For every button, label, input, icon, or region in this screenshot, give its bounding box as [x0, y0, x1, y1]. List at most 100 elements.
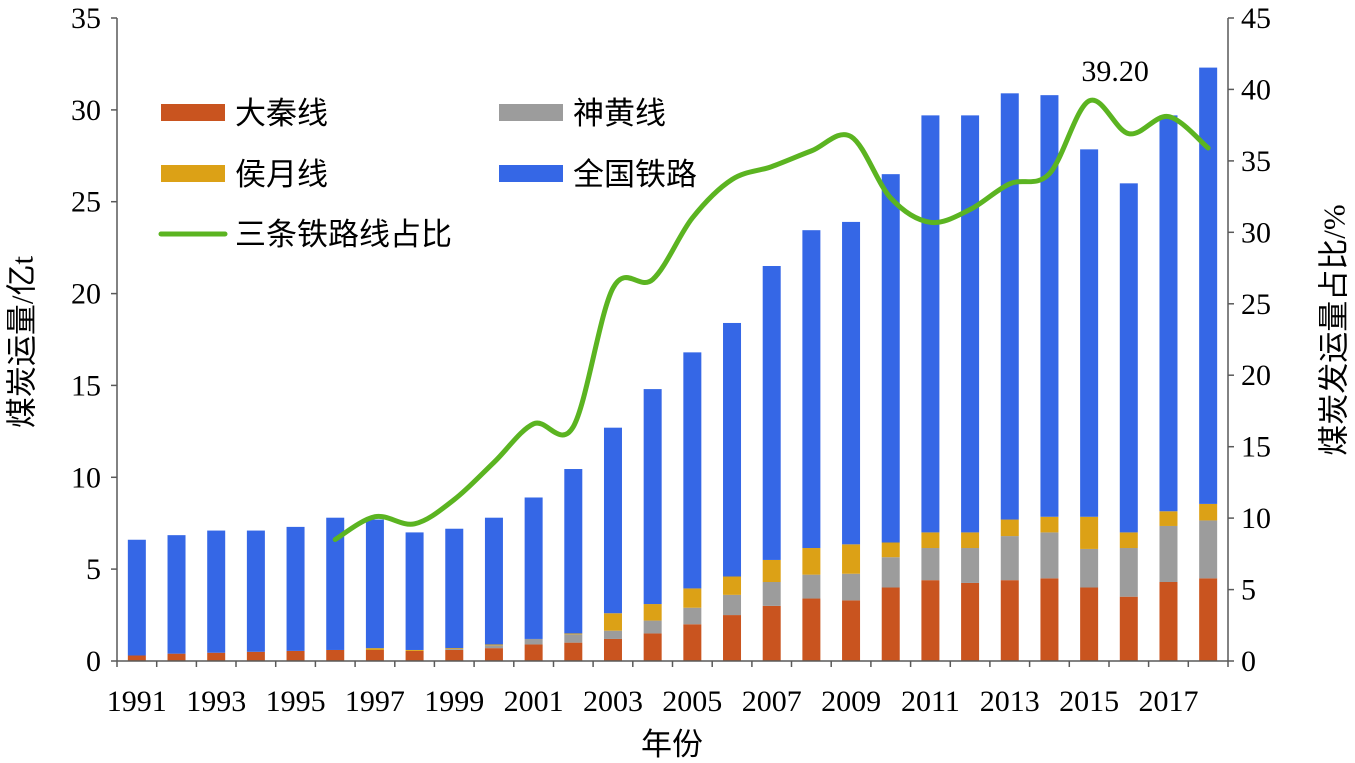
legend-item-shenhuang: 神黄线 — [499, 96, 666, 131]
bar-shenhuang-2007 — [762, 582, 781, 606]
point-three-lines-share-2008 — [809, 148, 814, 153]
point-three-lines-share-2009 — [849, 134, 854, 139]
x-tick-label-2009: 2009 — [821, 685, 881, 718]
bar-houyue-1998 — [405, 649, 424, 651]
y-axis-title-left: 煤炭运量/亿t — [5, 256, 40, 429]
bar-daqin-2015 — [1080, 587, 1099, 661]
point-three-lines-share-2017 — [1166, 114, 1171, 119]
bar-shenhuang-2006 — [723, 594, 742, 616]
x-tick-label-2007: 2007 — [742, 685, 802, 718]
legend-label-daqin: 大秦线 — [235, 96, 328, 131]
y-right-tick-label-30: 30 — [1241, 216, 1271, 249]
bar-national-rail-2005 — [683, 352, 702, 589]
point-three-lines-share-2006 — [730, 177, 734, 182]
bar-daqin-1991 — [127, 655, 146, 661]
bar-houyue-2007 — [762, 559, 781, 583]
bar-shenhuang-2003 — [603, 630, 622, 639]
bar-shenhuang-2004 — [643, 620, 662, 634]
bar-daqin-2007 — [762, 605, 781, 661]
bar-shenhuang-2009 — [842, 573, 861, 601]
y-left-tick-label-5: 5 — [86, 553, 101, 586]
point-three-lines-share-2002 — [571, 424, 576, 429]
legend-item-daqin: 大秦线 — [161, 96, 328, 131]
bar-national-rail-2000 — [484, 517, 503, 645]
bar-national-rail-2007 — [762, 266, 781, 560]
bar-national-rail-2018 — [1199, 67, 1218, 504]
bar-national-rail-2016 — [1119, 183, 1138, 533]
bar-daqin-2003 — [603, 638, 622, 661]
y-axis-title-right: 煤炭发运量占比/% — [1317, 204, 1352, 455]
point-three-lines-share-2018 — [1206, 146, 1211, 150]
bar-national-rail-2001 — [524, 497, 543, 639]
point-three-lines-share-2005 — [690, 216, 695, 220]
share-line-layer — [332, 97, 1211, 542]
bar-shenhuang-2005 — [683, 607, 702, 625]
legend-swatch-shenhuang — [499, 104, 563, 121]
y-ticks-left: 0 5 10 15 20 25 30 35 — [71, 2, 117, 678]
bar-daqin-2017 — [1159, 582, 1178, 661]
bar-shenhuang-2013 — [1000, 536, 1019, 581]
y-left-tick-label-35: 35 — [71, 2, 101, 35]
bar-houyue-2012 — [961, 532, 980, 549]
y-right-tick-label-10: 10 — [1241, 502, 1271, 535]
bar-daqin-2000 — [484, 648, 503, 661]
bar-shenhuang-2008 — [802, 574, 821, 599]
bar-daqin-1996 — [326, 649, 345, 661]
legend-item-three-lines-share: 三条铁路线占比 — [158, 217, 452, 252]
bar-houyue-2009 — [842, 544, 861, 574]
point-three-lines-share-2011 — [928, 220, 933, 225]
bar-daqin-2018 — [1199, 578, 1218, 661]
bar-national-rail-2015 — [1080, 149, 1099, 517]
bar-national-rail-2012 — [961, 115, 980, 533]
point-three-lines-share-2012 — [968, 207, 973, 212]
bar-houyue-2006 — [723, 576, 742, 595]
x-tick-label-1997: 1997 — [345, 685, 405, 718]
bar-national-rail-2014 — [1040, 95, 1059, 517]
bar-shenhuang-2000 — [484, 645, 503, 649]
bar-daqin-2001 — [524, 644, 543, 661]
bar-daqin-2016 — [1119, 596, 1138, 661]
bar-houyue-1997 — [365, 648, 384, 650]
bar-national-rail-2004 — [643, 389, 662, 605]
legend-label-national-rail: 全国铁路 — [573, 157, 697, 192]
peak-annotation-label: 39.20 — [1081, 55, 1149, 88]
bar-houyue-2011 — [921, 532, 940, 549]
bar-houyue-2010 — [881, 542, 900, 558]
legend-swatch-houyue — [161, 165, 225, 182]
legend-item-houyue: 侯月线 — [161, 157, 328, 192]
bar-daqin-2009 — [842, 600, 861, 661]
legend-label-shenhuang: 神黄线 — [573, 96, 666, 131]
y-right-tick-label-35: 35 — [1241, 145, 1271, 178]
y-right-tick-label-5: 5 — [1241, 574, 1256, 607]
legend-swatch-national-rail — [499, 165, 563, 182]
bar-shenhuang-2002 — [564, 634, 583, 643]
bar-national-rail-2009 — [842, 221, 861, 545]
bar-houyue-2000 — [484, 644, 503, 646]
bar-national-rail-2002 — [564, 469, 583, 634]
bar-houyue-2013 — [1000, 519, 1019, 537]
x-tick-label-2001: 2001 — [504, 685, 564, 718]
y-left-tick-label-25: 25 — [71, 186, 101, 219]
point-three-lines-share-2007 — [769, 164, 774, 169]
bar-houyue-2014 — [1040, 516, 1059, 533]
bar-daqin-1995 — [286, 650, 305, 661]
bar-national-rail-1999 — [445, 528, 464, 649]
bar-daqin-2010 — [881, 587, 900, 661]
x-tick-label-2015: 2015 — [1059, 685, 1119, 718]
y-left-tick-label-0: 0 — [86, 645, 101, 678]
point-three-lines-share-2016 — [1126, 131, 1131, 136]
bar-daqin-2012 — [961, 582, 980, 661]
bar-national-rail-2006 — [723, 322, 742, 577]
point-three-lines-share-1997 — [372, 514, 377, 519]
y-right-tick-label-20: 20 — [1241, 359, 1271, 392]
y-left-tick-label-30: 30 — [71, 94, 101, 127]
bar-daqin-2004 — [643, 633, 662, 661]
x-tick-label-2011: 2011 — [901, 685, 960, 718]
y-right-tick-label-25: 25 — [1241, 288, 1271, 321]
point-three-lines-share-1996 — [333, 537, 338, 542]
bar-shenhuang-2015 — [1080, 548, 1099, 588]
bar-national-rail-1996 — [326, 517, 345, 650]
x-tick-label-1995: 1995 — [266, 685, 326, 718]
x-tick-label-2017: 2017 — [1139, 685, 1199, 718]
